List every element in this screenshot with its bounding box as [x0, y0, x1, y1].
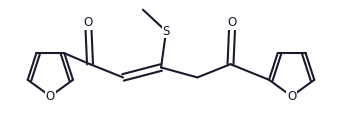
- Text: O: O: [287, 90, 296, 103]
- Text: O: O: [227, 16, 237, 29]
- Text: O: O: [46, 90, 55, 103]
- Text: S: S: [162, 25, 170, 38]
- Text: O: O: [84, 16, 93, 29]
